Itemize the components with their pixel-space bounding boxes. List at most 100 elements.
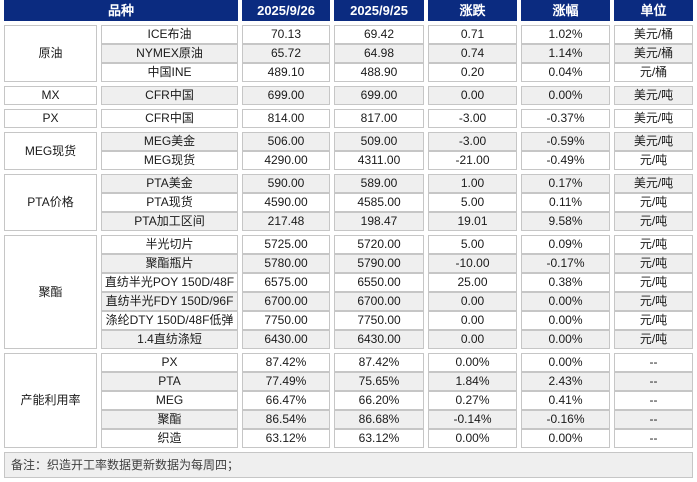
value-date2-cell: 4585.00 bbox=[334, 193, 425, 212]
unit-cell: -- bbox=[614, 372, 694, 391]
unit-cell: -- bbox=[614, 391, 694, 410]
value-date2-cell: 817.00 bbox=[334, 109, 425, 128]
change-pct-cell: 0.00% bbox=[521, 311, 611, 330]
value-date1-cell: 6575.00 bbox=[242, 273, 331, 292]
value-date2-cell: 69.42 bbox=[334, 25, 425, 44]
header-change: 涨跌 bbox=[428, 0, 518, 21]
value-date2-cell: 5720.00 bbox=[334, 235, 425, 254]
change-cell: 0.71 bbox=[428, 25, 518, 44]
change-pct-cell: 0.17% bbox=[521, 174, 611, 193]
value-date2-cell: 66.20% bbox=[334, 391, 425, 410]
header-date-2: 2025/9/25 bbox=[334, 0, 425, 21]
table-row: 聚酯瓶片 5780.00 5790.00 -10.00 -0.17% 元/吨 bbox=[4, 254, 694, 273]
group-gap-cell bbox=[4, 231, 694, 235]
table-row: 织造 63.12% 63.12% 0.00% 0.00% -- bbox=[4, 429, 694, 448]
change-cell: 5.00 bbox=[428, 235, 518, 254]
change-pct-cell: -0.59% bbox=[521, 132, 611, 151]
change-pct-cell: 0.38% bbox=[521, 273, 611, 292]
unit-cell: 元/吨 bbox=[614, 292, 694, 311]
value-date1-cell: 70.13 bbox=[242, 25, 331, 44]
value-date1-cell: 66.47% bbox=[242, 391, 331, 410]
item-cell: 中国INE bbox=[101, 63, 239, 82]
value-date1-cell: 63.12% bbox=[242, 429, 331, 448]
unit-cell: -- bbox=[614, 353, 694, 372]
change-cell: 19.01 bbox=[428, 212, 518, 231]
note-text: 备注：织造开工率数据更新数据为每周四； bbox=[4, 452, 694, 478]
table-row: MEG现货 MEG美金 506.00 509.00 -3.00 -0.59% 美元/吨 bbox=[4, 132, 694, 170]
group-gap-cell bbox=[4, 82, 694, 86]
header-product: 品种 bbox=[4, 0, 239, 21]
group-cell: 产能利用率 bbox=[4, 353, 97, 448]
change-pct-cell: -0.49% bbox=[521, 151, 611, 170]
item-cell: PTA bbox=[101, 372, 239, 391]
value-date1-cell: 590.00 bbox=[242, 174, 331, 193]
item-cell: ICE布油 bbox=[101, 25, 239, 44]
group-gap-cell bbox=[4, 128, 694, 132]
table-row: 1.4直纺涤短 6430.00 6430.00 0.00 0.00% 元/吨 bbox=[4, 330, 694, 349]
change-pct-cell: 0.00% bbox=[521, 353, 611, 372]
group-gap bbox=[4, 231, 694, 235]
change-pct-cell: 0.09% bbox=[521, 235, 611, 254]
note-row: 备注：织造开工率数据更新数据为每周四； bbox=[4, 452, 694, 478]
item-cell: 直纺半光POY 150D/48F bbox=[101, 273, 239, 292]
value-date1-cell: 87.42% bbox=[242, 353, 331, 372]
value-date1-cell: 5725.00 bbox=[242, 235, 331, 254]
change-cell: -3.00 bbox=[428, 109, 518, 128]
item-cell: PTA现货 bbox=[101, 193, 239, 212]
table-row: PTA加工区间 217.48 198.47 19.01 9.58% 元/吨 bbox=[4, 212, 694, 231]
unit-cell: 元/吨 bbox=[614, 235, 694, 254]
value-date2-cell: 63.12% bbox=[334, 429, 425, 448]
table-body: 原油 ICE布油 70.13 69.42 0.71 1.02% 美元/桶 NYMEX原油 65.… bbox=[4, 21, 694, 478]
change-pct-cell: 0.41% bbox=[521, 391, 611, 410]
value-date1-cell: 506.00 bbox=[242, 132, 331, 151]
change-cell: -21.00 bbox=[428, 151, 518, 170]
change-pct-cell: -0.17% bbox=[521, 254, 611, 273]
group-gap bbox=[4, 105, 694, 109]
change-cell: 5.00 bbox=[428, 193, 518, 212]
item-cell: 织造 bbox=[101, 429, 239, 448]
unit-cell: 元/吨 bbox=[614, 330, 694, 349]
group-gap-cell bbox=[4, 448, 694, 452]
value-date2-cell: 699.00 bbox=[334, 86, 425, 105]
group-cell: MEG现货 bbox=[4, 132, 97, 170]
group-gap bbox=[4, 82, 694, 86]
group-cell: PX bbox=[4, 109, 97, 128]
change-pct-cell: 0.00% bbox=[521, 429, 611, 448]
value-date1-cell: 7750.00 bbox=[242, 311, 331, 330]
value-date2-cell: 87.42% bbox=[334, 353, 425, 372]
group-gap bbox=[4, 21, 694, 25]
table-row: MX CFR中国 699.00 699.00 0.00 0.00% 美元/吨 bbox=[4, 86, 694, 105]
value-date2-cell: 64.98 bbox=[334, 44, 425, 63]
value-date1-cell: 699.00 bbox=[242, 86, 331, 105]
item-cell: 1.4直纺涤短 bbox=[101, 330, 239, 349]
item-cell: PTA美金 bbox=[101, 174, 239, 193]
value-date1-cell: 86.54% bbox=[242, 410, 331, 429]
change-cell: 0.00 bbox=[428, 330, 518, 349]
item-cell: 聚酯瓶片 bbox=[101, 254, 239, 273]
group-gap-cell bbox=[4, 349, 694, 353]
unit-cell: -- bbox=[614, 410, 694, 429]
table-row: MEG 66.47% 66.20% 0.27% 0.41% -- bbox=[4, 391, 694, 410]
table-row: 直纺半光FDY 150D/96F 6700.00 6700.00 0.00 0.00% 元… bbox=[4, 292, 694, 311]
change-cell: 25.00 bbox=[428, 273, 518, 292]
group-gap bbox=[4, 448, 694, 452]
change-pct-cell: 0.11% bbox=[521, 193, 611, 212]
change-cell: 0.00 bbox=[428, 292, 518, 311]
unit-cell: 元/吨 bbox=[614, 254, 694, 273]
value-date1-cell: 65.72 bbox=[242, 44, 331, 63]
change-pct-cell: -0.37% bbox=[521, 109, 611, 128]
change-cell: -10.00 bbox=[428, 254, 518, 273]
unit-cell: 元/吨 bbox=[614, 151, 694, 170]
unit-cell: 元/吨 bbox=[614, 193, 694, 212]
change-pct-cell: 1.02% bbox=[521, 25, 611, 44]
group-cell: 原油 bbox=[4, 25, 97, 82]
change-cell: 0.00 bbox=[428, 311, 518, 330]
table-row: 聚酯 半光切片 5725.00 5720.00 5.00 0.09% 元/吨 bbox=[4, 235, 694, 349]
value-date2-cell: 6430.00 bbox=[334, 330, 425, 349]
group-gap-cell bbox=[4, 105, 694, 109]
change-pct-cell: 0.00% bbox=[521, 330, 611, 349]
unit-cell: 美元/吨 bbox=[614, 86, 694, 105]
change-pct-cell: -0.16% bbox=[521, 410, 611, 429]
value-date2-cell: 488.90 bbox=[334, 63, 425, 82]
